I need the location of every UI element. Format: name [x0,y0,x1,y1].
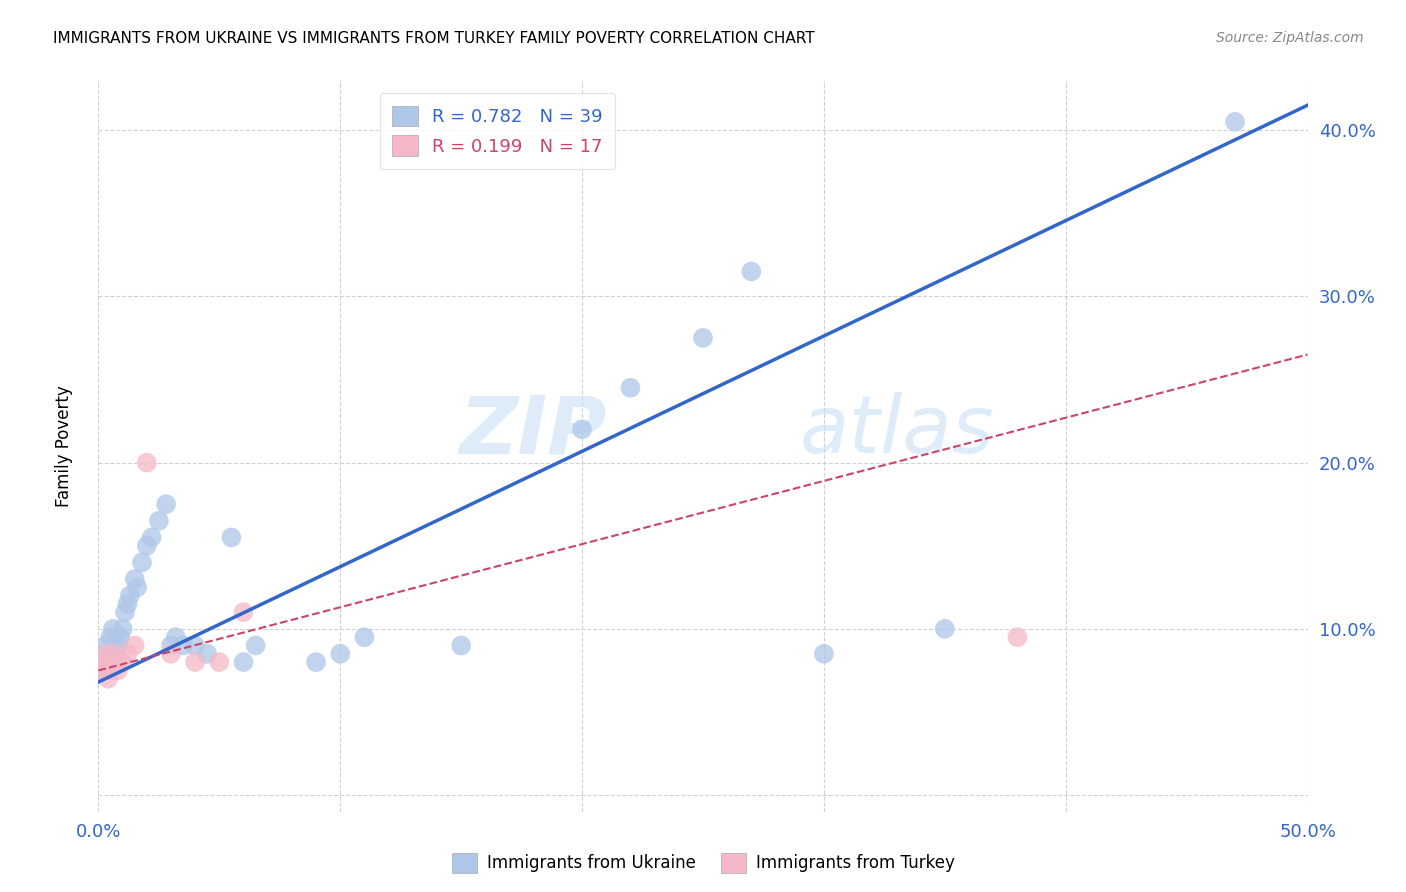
Point [97,647,120,661]
Point [160,647,183,661]
Point [141,530,163,544]
Point [100,664,122,678]
Point [104,647,127,661]
Point [329,647,352,661]
Y-axis label: Family Poverty: Family Poverty [55,385,73,507]
Legend: Immigrants from Ukraine, Immigrants from Turkey: Immigrants from Ukraine, Immigrants from… [444,847,962,880]
Point [305,655,328,669]
Text: Source: ZipAtlas.com: Source: ZipAtlas.com [1216,31,1364,45]
Point [232,655,254,669]
Point [692,331,714,345]
Point [135,456,157,470]
Point [104,655,127,669]
Point [232,605,254,619]
Point [118,589,141,603]
Point [353,630,375,644]
Point [108,630,131,644]
Point [571,422,593,436]
Point [107,639,129,653]
Point [94,647,117,661]
Point [91,655,114,669]
Text: atlas: atlas [800,392,994,470]
Point [127,580,149,594]
Point [135,539,157,553]
Point [101,622,124,636]
Point [97,672,120,686]
Point [117,597,139,611]
Point [131,555,153,569]
Point [195,647,218,661]
Point [114,605,136,619]
Point [101,647,124,661]
Point [1223,115,1246,129]
Point [90,664,112,678]
Text: ZIP: ZIP [458,392,606,470]
Point [813,647,835,661]
Point [124,639,146,653]
Point [184,655,207,669]
Point [94,639,117,653]
Point [1007,630,1029,644]
Point [111,655,134,669]
Point [100,630,122,644]
Point [90,664,112,678]
Legend: R = 0.782   N = 39, R = 0.199   N = 17: R = 0.782 N = 39, R = 0.199 N = 17 [380,93,616,169]
Point [619,381,641,395]
Point [740,264,762,278]
Point [160,639,183,653]
Text: IMMIGRANTS FROM UKRAINE VS IMMIGRANTS FROM TURKEY FAMILY POVERTY CORRELATION CHA: IMMIGRANTS FROM UKRAINE VS IMMIGRANTS FR… [53,31,815,46]
Point [148,514,170,528]
Point [117,647,139,661]
Point [245,639,267,653]
Point [184,639,207,653]
Point [172,639,194,653]
Point [111,622,134,636]
Point [165,630,187,644]
Point [221,530,243,544]
Point [107,664,129,678]
Point [155,497,177,511]
Point [450,639,472,653]
Point [934,622,956,636]
Point [124,572,146,586]
Point [208,655,231,669]
Point [91,655,114,669]
